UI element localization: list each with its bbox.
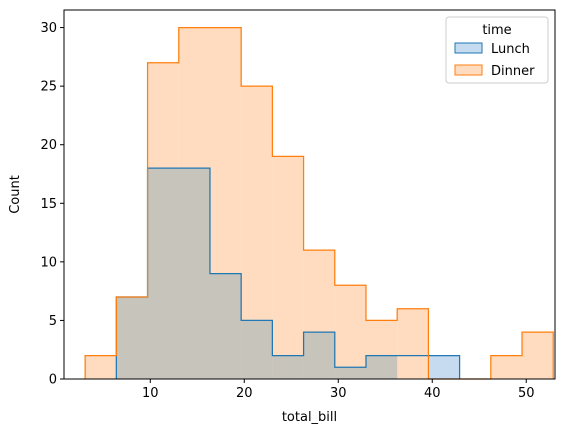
legend-title: time bbox=[482, 23, 511, 38]
x-tick-label: 20 bbox=[236, 386, 253, 401]
x-tick-label: 50 bbox=[518, 386, 535, 401]
plot-area bbox=[84, 26, 554, 380]
y-tick-label: 5 bbox=[49, 314, 57, 329]
axis-ticks: 10 20 30 40 50 0 5 10 15 20 25 30 bbox=[40, 21, 534, 401]
x-tick-label: 30 bbox=[330, 386, 347, 401]
axes-frame bbox=[63, 9, 556, 380]
histogram-bar-dinner-0 bbox=[85, 355, 117, 379]
x-tick-label: 10 bbox=[142, 386, 159, 401]
histogram-bar-dinner-11 bbox=[490, 355, 523, 379]
histogram-outline-dinner bbox=[84, 26, 554, 380]
histogram-overlap-4 bbox=[272, 355, 304, 379]
histogram-bar-dinner-9 bbox=[397, 308, 429, 379]
x-tick-label: 40 bbox=[424, 386, 441, 401]
histogram-bar-dinner-7 bbox=[334, 285, 366, 379]
histogram-bar-dinner-12 bbox=[522, 332, 554, 379]
histogram-overlap-1 bbox=[147, 168, 210, 379]
histogram-bar-dinner-5 bbox=[272, 156, 304, 379]
y-tick-label: 0 bbox=[49, 373, 57, 388]
legend-entry-lunch: Lunch bbox=[491, 42, 530, 57]
histogram-overlap-6 bbox=[334, 367, 366, 379]
y-tick-label: 20 bbox=[40, 138, 57, 153]
legend-swatch-lunch bbox=[454, 42, 483, 54]
histogram-outline-lunch bbox=[115, 167, 461, 379]
histogram-overlap-2 bbox=[209, 273, 242, 379]
histogram-overlap-7 bbox=[365, 355, 398, 379]
y-tick-label: 25 bbox=[40, 80, 57, 95]
legend-entry-dinner: Dinner bbox=[491, 64, 535, 79]
legend: time Lunch Dinner bbox=[445, 16, 549, 84]
y-axis-label: Count bbox=[8, 175, 23, 214]
histogram-overlap-0 bbox=[116, 297, 148, 379]
x-axis-label: total_bill bbox=[282, 410, 337, 425]
histogram-overlap-3 bbox=[241, 320, 273, 379]
histogram-overlap-5 bbox=[303, 332, 335, 379]
histogram-bar-lunch-8 bbox=[428, 355, 460, 379]
y-tick-label: 30 bbox=[40, 21, 57, 36]
y-tick-label: 10 bbox=[40, 255, 57, 270]
legend-swatch-dinner bbox=[454, 64, 483, 76]
y-tick-label: 15 bbox=[40, 197, 57, 212]
